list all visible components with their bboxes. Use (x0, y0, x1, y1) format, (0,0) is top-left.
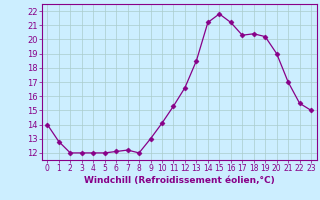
X-axis label: Windchill (Refroidissement éolien,°C): Windchill (Refroidissement éolien,°C) (84, 176, 275, 185)
